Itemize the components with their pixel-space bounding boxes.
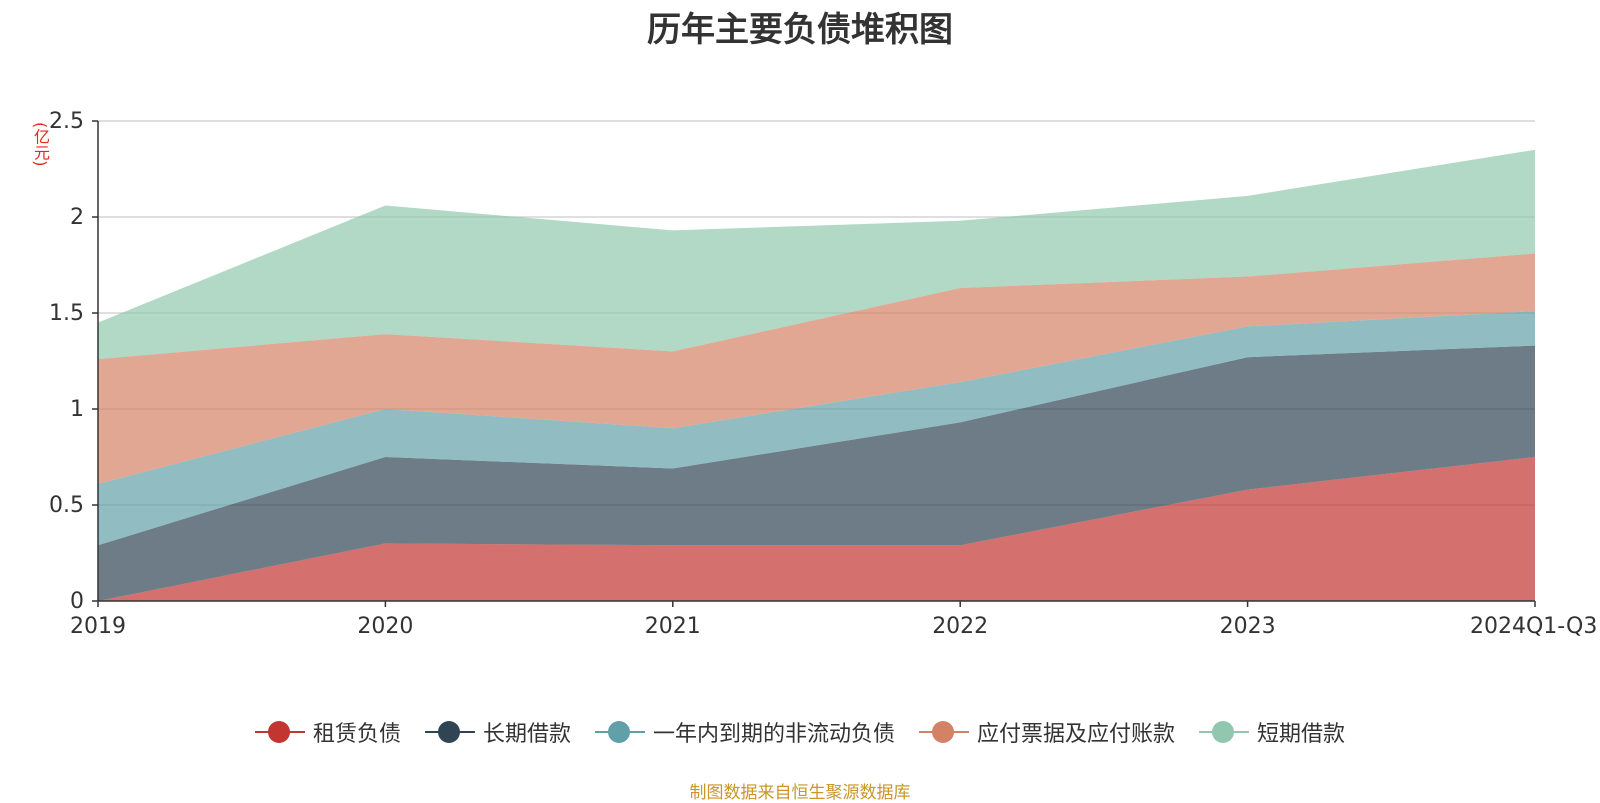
legend-item[interactable]: 租赁负债 bbox=[254, 716, 401, 748]
x-tick-label: 2021 bbox=[645, 614, 701, 639]
y-tick-label: 2.5 bbox=[49, 109, 84, 134]
y-tick-label: 1 bbox=[70, 397, 84, 422]
y-tick-label: 0.5 bbox=[49, 493, 84, 518]
stacked-area-chart: 0 0.5 1 1.5 2 2.5 2019 2020 2021 2022 2023 2024Q1-Q… bbox=[49, 109, 1597, 639]
legend-item[interactable]: 长期借款 bbox=[424, 716, 571, 748]
y-tick-label: 2 bbox=[70, 205, 84, 230]
legend-marker-icon bbox=[424, 721, 475, 743]
area-layer bbox=[98, 149, 1535, 601]
legend-marker-icon bbox=[919, 721, 969, 743]
source-note: 制图数据来自恒生聚源数据库 bbox=[689, 783, 911, 803]
y-tick-label: 1.5 bbox=[49, 301, 84, 326]
legend-label: 租赁负债 bbox=[312, 722, 401, 747]
y-tick-label: 0 bbox=[70, 589, 84, 614]
y-axis-unit-label: (亿元) bbox=[31, 122, 50, 167]
chart-title: 历年主要负债堆积图 bbox=[647, 10, 953, 50]
area-series-3 bbox=[98, 253, 1535, 484]
legend-label: 短期借款 bbox=[1257, 722, 1346, 747]
legend: 租赁负债 长期借款 一年内到期的非流动负债 应付票据及应付账款 短期借款 bbox=[0, 716, 1600, 748]
x-tick-label: 2024Q1-Q3 bbox=[1470, 614, 1597, 639]
x-tick-label: 2023 bbox=[1220, 614, 1276, 639]
legend-label: 一年内到期的非流动负债 bbox=[652, 722, 895, 747]
legend-marker-icon bbox=[1199, 721, 1250, 743]
legend-marker-icon bbox=[594, 721, 645, 743]
area-series-1 bbox=[98, 345, 1535, 601]
x-tick-label: 2019 bbox=[70, 614, 126, 639]
area-series-4 bbox=[98, 149, 1535, 360]
area-series-0 bbox=[98, 457, 1535, 601]
legend-marker-icon bbox=[254, 721, 305, 743]
x-tick-label: 2022 bbox=[932, 614, 988, 639]
axis-layer: 0 0.5 1 1.5 2 2.5 2019 2020 2021 2022 2023 2024Q1-Q… bbox=[49, 109, 1597, 639]
area-series-2 bbox=[98, 311, 1535, 546]
legend-item[interactable]: 应付票据及应付账款 bbox=[919, 716, 1175, 748]
x-tick-label: 2020 bbox=[357, 614, 413, 639]
legend-label: 应付票据及应付账款 bbox=[977, 722, 1176, 747]
legend-label: 长期借款 bbox=[482, 722, 571, 747]
legend-item[interactable]: 短期借款 bbox=[1199, 716, 1345, 748]
legend-item[interactable]: 一年内到期的非流动负债 bbox=[594, 716, 895, 748]
